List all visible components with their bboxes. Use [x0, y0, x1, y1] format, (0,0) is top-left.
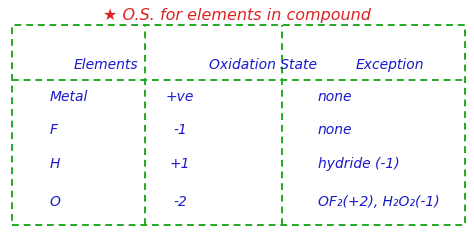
Text: none: none	[318, 90, 352, 104]
Text: Elements: Elements	[73, 58, 138, 72]
Text: ★ O.S. for elements in compound: ★ O.S. for elements in compound	[103, 8, 371, 24]
Text: Metal: Metal	[50, 90, 88, 104]
Bar	[12, 24, 465, 225]
Text: OF₂(+2), H₂O₂(-1): OF₂(+2), H₂O₂(-1)	[318, 195, 439, 209]
Text: -1: -1	[173, 123, 187, 137]
Text: H: H	[50, 157, 60, 171]
Text: O: O	[50, 195, 61, 209]
Text: none: none	[318, 123, 352, 137]
Text: +ve: +ve	[166, 90, 194, 104]
Text: +1: +1	[170, 157, 191, 171]
Text: Oxidation State: Oxidation State	[209, 58, 317, 72]
Text: -2: -2	[173, 195, 187, 209]
Text: Exception: Exception	[356, 58, 424, 72]
Text: hydride (-1): hydride (-1)	[318, 157, 399, 171]
Text: F: F	[50, 123, 58, 137]
